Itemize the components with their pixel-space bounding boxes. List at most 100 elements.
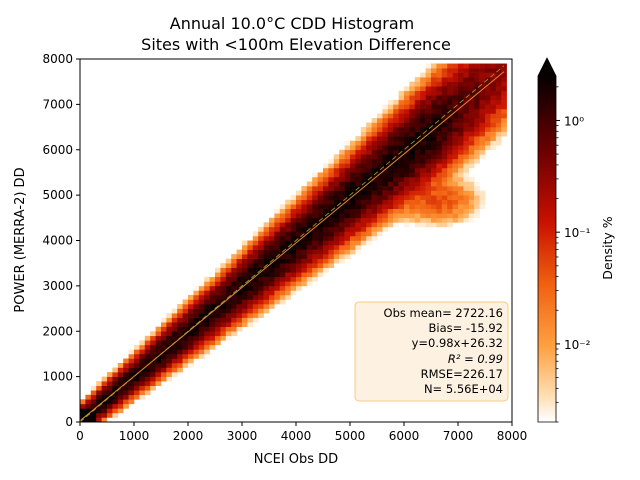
heatmap-cell [436, 222, 443, 228]
heatmap-cell [209, 272, 216, 278]
heatmap-cell [350, 158, 356, 164]
heatmap-cell [204, 299, 210, 305]
heatmap-cell [431, 204, 437, 210]
heatmap-cell [236, 254, 243, 259]
heatmap-cell [225, 322, 232, 328]
heatmap-cell [398, 208, 405, 214]
heatmap-cell [425, 190, 432, 196]
heatmap-cell [431, 140, 437, 146]
heatmap-cell [177, 358, 183, 364]
heatmap-cell [333, 186, 340, 191]
heatmap-cell [285, 208, 291, 214]
heatmap-cell [414, 158, 421, 164]
heatmap-cell [404, 154, 410, 160]
heatmap-cell [436, 81, 443, 87]
heatmap-cell [425, 108, 432, 114]
heatmap-cell [171, 358, 178, 364]
heatmap-cell [296, 249, 302, 255]
heatmap-cell [425, 113, 432, 119]
heatmap-cell [468, 149, 475, 155]
heatmap-cell [436, 158, 443, 164]
heatmap-cell [182, 340, 189, 346]
heatmap-cell [479, 108, 486, 114]
heatmap-cell [474, 117, 480, 123]
heatmap-cell [409, 163, 416, 169]
heatmap-cell [398, 195, 405, 200]
heatmap-cell [425, 167, 432, 173]
heatmap-cell [333, 163, 340, 169]
heatmap-cell [242, 304, 248, 309]
heatmap-cell [225, 281, 232, 287]
heatmap-cell [350, 176, 356, 182]
heatmap-cell [182, 313, 189, 318]
heatmap-cell [285, 249, 291, 255]
heatmap-cell [452, 122, 459, 128]
heatmap-cell [269, 267, 275, 273]
heatmap-cell [344, 158, 351, 164]
heatmap-cell [420, 186, 426, 191]
heatmap-cell [420, 181, 426, 187]
heatmap-cell [393, 131, 399, 137]
heatmap-cell [485, 131, 491, 137]
heatmap-cell [404, 127, 410, 132]
colorbar-tick-label: 10⁻² [564, 338, 591, 352]
heatmap-cell [479, 122, 486, 128]
heatmap-cell [420, 108, 426, 114]
heatmap-cell [490, 117, 497, 123]
heatmap-cell [242, 272, 248, 278]
heatmap-cell [409, 195, 416, 200]
heatmap-cell [409, 208, 416, 214]
heatmap-cell [236, 322, 243, 328]
heatmap-cell [468, 154, 475, 160]
heatmap-cell [431, 176, 437, 182]
heatmap-cell [193, 317, 200, 323]
heatmap-cell [296, 258, 302, 264]
heatmap-cell [495, 122, 502, 128]
heatmap-cell [80, 399, 86, 405]
heatmap-cell [193, 335, 200, 341]
heatmap-cell [339, 235, 345, 241]
heatmap-cell [463, 86, 470, 92]
heatmap-cell [134, 385, 140, 391]
heatmap-cell [269, 299, 275, 305]
heatmap-cell [317, 263, 324, 269]
heatmap-cell [398, 140, 405, 146]
heatmap-cell [371, 176, 378, 182]
heatmap-cell [398, 108, 405, 114]
heatmap-cell [371, 186, 378, 191]
heatmap-cell [290, 222, 297, 228]
heatmap-cell [398, 158, 405, 164]
heatmap-cell [420, 145, 426, 151]
heatmap-cell [328, 217, 335, 223]
heatmap-cell [501, 99, 507, 105]
heatmap-cell [344, 235, 351, 241]
x-tick-label: 0 [76, 429, 84, 443]
heatmap-cell [420, 117, 426, 123]
heatmap-cell [452, 208, 459, 214]
heatmap-cell [107, 403, 113, 409]
x-tick-label: 4000 [281, 429, 312, 443]
heatmap-cell [150, 363, 156, 368]
heatmap-cell [452, 63, 459, 69]
heatmap-cell [247, 249, 254, 255]
heatmap-cell [242, 254, 248, 259]
heatmap-cell [495, 113, 502, 119]
heatmap-cell [258, 263, 264, 269]
heatmap-cell [242, 276, 248, 282]
heatmap-cell [301, 276, 308, 282]
heatmap-cell [339, 249, 345, 255]
heatmap-cell [134, 353, 140, 359]
heatmap-cell [220, 263, 227, 269]
heatmap-cell [263, 281, 270, 287]
heatmap-cell [485, 113, 491, 119]
heatmap-cell [414, 167, 421, 173]
heatmap-cell [420, 199, 426, 205]
heatmap-cell [452, 154, 459, 160]
heatmap-cell [177, 331, 183, 337]
heatmap-cell [290, 267, 297, 273]
heatmap-cell [85, 399, 92, 405]
heatmap-cell [101, 381, 108, 386]
heatmap-cell [306, 199, 313, 205]
heatmap-cell [441, 131, 448, 137]
